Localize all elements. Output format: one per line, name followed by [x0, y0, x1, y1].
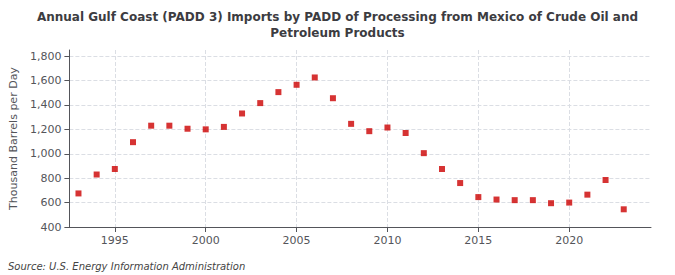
svg-text:800: 800	[40, 172, 61, 185]
svg-text:1,400: 1,400	[30, 98, 62, 111]
svg-text:Annual Gulf Coast (PADD 3) Imp: Annual Gulf Coast (PADD 3) Imports by PA…	[37, 10, 638, 24]
svg-text:1,800: 1,800	[30, 50, 62, 63]
svg-text:600: 600	[40, 196, 61, 209]
svg-text:1,000: 1,000	[30, 147, 62, 160]
svg-text:Petroleum Products: Petroleum Products	[270, 26, 404, 40]
svg-text:2020: 2020	[555, 234, 583, 247]
svg-text:Source: U.S. Energy Informatio: Source: U.S. Energy Information Administ…	[8, 261, 245, 272]
svg-text:1,600: 1,600	[30, 74, 62, 87]
svg-text:Thousand Barrels per Day: Thousand Barrels per Day	[7, 67, 20, 211]
svg-text:2010: 2010	[373, 234, 401, 247]
svg-text:1995: 1995	[101, 234, 129, 247]
svg-text:1,200: 1,200	[30, 123, 62, 136]
svg-text:2015: 2015	[464, 234, 492, 247]
svg-text:2000: 2000	[192, 234, 220, 247]
svg-text:400: 400	[40, 221, 61, 234]
svg-text:2005: 2005	[283, 234, 311, 247]
